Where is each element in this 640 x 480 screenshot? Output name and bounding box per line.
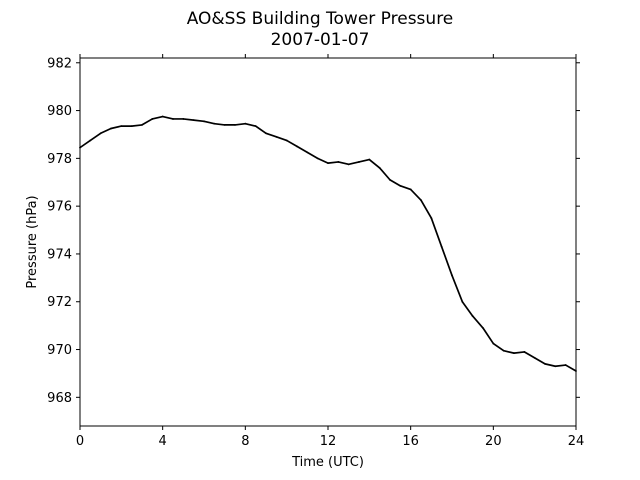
y-tick-label: 972 — [47, 295, 72, 310]
pressure-series-line — [80, 115, 576, 372]
pressure-data-point — [368, 158, 371, 161]
x-tick-label: 20 — [485, 434, 502, 449]
pressure-data-point — [306, 151, 309, 154]
y-tick-label: 982 — [47, 56, 72, 71]
pressure-data-point — [523, 351, 526, 353]
pressure-data-point — [316, 157, 319, 160]
pressure-data-point — [296, 145, 298, 148]
pressure-data-point — [337, 161, 340, 163]
pressure-data-point — [471, 315, 474, 317]
y-axis-label: Pressure (hPa) — [25, 195, 40, 288]
pressure-data-point — [358, 161, 360, 163]
chart-subtitle: 2007-01-07 — [271, 30, 370, 50]
pressure-data-point — [223, 124, 226, 126]
pressure-data-point — [192, 119, 195, 122]
pressure-data-point — [213, 122, 216, 125]
pressure-data-point — [130, 125, 133, 127]
pressure-data-point — [275, 135, 278, 138]
pressure-data-point — [89, 139, 92, 142]
pressure-data-point — [564, 364, 567, 366]
pressure-data-point — [482, 327, 484, 329]
pressure-data-point — [244, 122, 247, 125]
y-tick-label: 970 — [47, 343, 72, 358]
x-tick-label: 4 — [159, 434, 167, 449]
pressure-data-point — [120, 125, 123, 127]
pressure-data-point — [254, 125, 257, 127]
y-tick-label: 980 — [47, 104, 72, 119]
y-tick-label: 978 — [47, 152, 72, 167]
pressure-data-point — [99, 132, 102, 135]
pressure-data-point — [399, 184, 402, 187]
x-axis-label: Time (UTC) — [291, 455, 364, 470]
x-tick-label: 0 — [76, 434, 84, 449]
pressure-data-point — [461, 300, 464, 303]
pressure-data-point — [347, 163, 350, 166]
pressure-data-point — [151, 118, 154, 120]
pressure-data-point — [378, 167, 381, 169]
plot-frame — [79, 57, 577, 427]
pressure-data-point — [161, 115, 164, 118]
pressure-data-point — [172, 118, 174, 120]
pressure-data-point — [544, 362, 546, 365]
pressure-data-point — [265, 132, 267, 135]
pressure-data-point — [110, 127, 112, 130]
pressure-data-point — [420, 199, 422, 202]
pressure-data-point — [285, 139, 288, 142]
pressure-data-point — [440, 245, 443, 248]
pressure-data-point — [502, 349, 505, 352]
pressure-data-point — [141, 124, 143, 126]
pressure-data-point — [389, 178, 391, 181]
chart-title: AO&SS Building Tower Pressure — [187, 9, 454, 29]
pressure-data-point — [513, 352, 515, 355]
plot-area: 0 4 8 12 16 20 24 968 970 972 974 976 978 980 982 — [47, 54, 584, 449]
pressure-data-point — [533, 357, 536, 359]
pressure-data-point — [203, 120, 205, 123]
y-tick-label: 974 — [47, 247, 72, 262]
pressure-data-point — [327, 162, 329, 165]
x-tick-label: 16 — [402, 434, 419, 449]
x-tick-label: 8 — [241, 434, 249, 449]
pressure-data-point — [182, 118, 185, 120]
pressure-data-point — [451, 274, 453, 277]
pressure-data-point — [430, 217, 433, 220]
pressure-data-point — [234, 124, 236, 126]
pressure-data-point — [409, 188, 412, 191]
y-tick-label: 976 — [47, 200, 72, 215]
x-tick-label: 24 — [568, 434, 585, 449]
x-tick-label: 12 — [320, 434, 337, 449]
y-tick-label: 968 — [47, 391, 72, 406]
pressure-data-point — [492, 342, 495, 345]
pressure-data-point — [554, 365, 557, 368]
